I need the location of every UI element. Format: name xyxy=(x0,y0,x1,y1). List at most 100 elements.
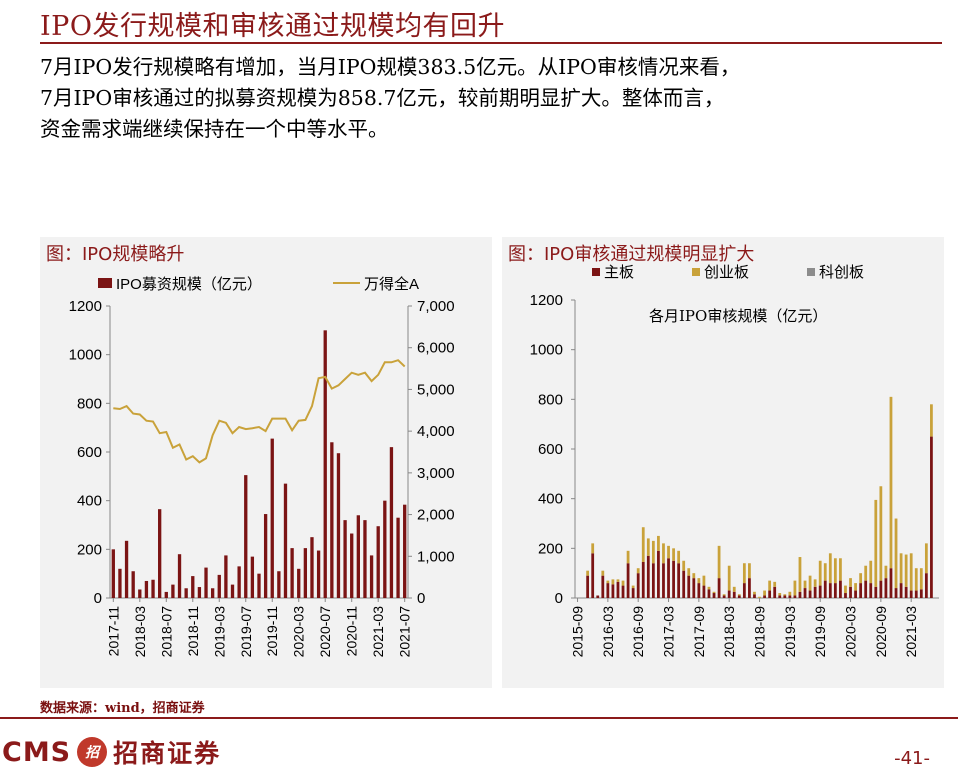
bar-segment xyxy=(813,579,817,587)
legend-label: 主板 xyxy=(604,263,634,281)
bar-ipo xyxy=(283,483,288,598)
x-tick-label: 2017-11 xyxy=(105,606,121,657)
bar-segment xyxy=(930,436,933,598)
y-tick-label-right: 5,000 xyxy=(417,381,455,398)
page-title: IPO发行规模和审核通过规模均有回升 xyxy=(40,11,505,42)
y-tick-label-right: 4,000 xyxy=(417,423,455,440)
bar-segment xyxy=(631,585,635,589)
bar-segment xyxy=(657,535,660,551)
legend-swatch-ipo xyxy=(98,278,112,288)
x-tick-label: 2019-03 xyxy=(211,606,227,658)
bar-ipo xyxy=(111,549,115,598)
x-tick-label: 2019-07 xyxy=(238,606,254,658)
bar-segment xyxy=(919,589,923,598)
y-tick-label: 200 xyxy=(538,540,563,557)
bar-segment xyxy=(601,575,605,598)
y-tick-label-left: 600 xyxy=(77,444,102,461)
bar-segment xyxy=(803,588,807,598)
x-tick-label: 2020-03 xyxy=(291,606,307,658)
bar-segment xyxy=(869,560,873,584)
bar-segment xyxy=(732,591,736,598)
bar-segment xyxy=(839,580,842,598)
summary-line: 资金需求端继续保持在一个中等水平。 xyxy=(40,117,389,141)
ipo-review-chart-panel: 图：IPO审核通过规模明显扩大 主板 创业板 科创板 各月IPO审核规模（亿元） 0 20… xyxy=(502,237,944,688)
bar-segment xyxy=(737,594,741,596)
x-tick-label: 2020-09 xyxy=(873,606,889,658)
x-tick-label: 2016-03 xyxy=(600,606,616,658)
title-divider xyxy=(40,42,942,44)
bar-segment xyxy=(753,591,756,595)
bar-segment xyxy=(778,595,782,598)
y-tick-label-right: 3,000 xyxy=(417,465,455,482)
bar-segment xyxy=(662,543,665,564)
bar-segment xyxy=(894,588,898,598)
bar-segment xyxy=(894,518,898,589)
bar-ipo xyxy=(244,475,248,598)
bar-ipo xyxy=(204,567,208,598)
bar-ipo xyxy=(250,556,255,598)
bar-segment xyxy=(768,590,772,598)
bar-segment xyxy=(631,588,635,598)
chart-title: 图：IPO规模略升 xyxy=(46,244,185,265)
bar-segment xyxy=(682,560,686,571)
bar-segment xyxy=(636,573,640,598)
bar-segment xyxy=(616,581,620,598)
bar-segment xyxy=(854,583,857,591)
bar-segment xyxy=(874,586,878,598)
bar-segment xyxy=(813,586,817,598)
y-tick-label-right: 7,000 xyxy=(417,298,455,315)
bar-segment xyxy=(899,553,903,584)
bar-ipo xyxy=(144,580,149,598)
bar-segment xyxy=(793,580,797,596)
bar-segment xyxy=(611,584,615,598)
legend-swatch xyxy=(807,268,815,276)
bar-ipo xyxy=(124,540,129,598)
bar-ipo xyxy=(230,584,235,598)
bar-segment xyxy=(844,585,847,594)
bar-segment xyxy=(803,580,807,589)
x-tick-label: 2019-11 xyxy=(264,606,280,657)
bar-ipo xyxy=(118,568,122,598)
bar-ipo xyxy=(270,438,274,598)
bar-segment xyxy=(859,573,863,584)
x-tick-label: 2016-09 xyxy=(630,606,646,658)
bar-segment xyxy=(914,568,918,591)
legend-label: 科创板 xyxy=(819,263,864,281)
bar-segment xyxy=(727,565,731,591)
x-tick-label: 2020-11 xyxy=(344,606,360,657)
bar-segment xyxy=(818,585,822,598)
bar-segment xyxy=(778,593,782,596)
bar-segment xyxy=(646,555,650,598)
bar-ipo xyxy=(164,591,168,598)
bar-segment xyxy=(748,578,751,598)
footer-divider xyxy=(0,717,958,719)
bar-segment xyxy=(636,568,640,574)
logo-chinese-name: 招商证券 xyxy=(113,739,222,768)
legend-swatch xyxy=(692,268,700,276)
bar-segment xyxy=(742,583,746,598)
ipo-size-chart-panel: 图：IPO规模略升 IPO募资规模（亿元） 万得全A 0 200 400 600 800 10… xyxy=(40,237,492,688)
bar-segment xyxy=(672,548,675,561)
x-tick-label: 2020-07 xyxy=(317,606,333,658)
bar-segment xyxy=(672,560,675,598)
x-tick-label: 2015-09 xyxy=(570,606,586,658)
bar-segment xyxy=(798,557,802,592)
bar-segment xyxy=(828,583,832,598)
bar-segment xyxy=(844,593,847,598)
bar-segment xyxy=(732,586,736,592)
bar-ipo xyxy=(224,555,228,598)
bar-segment xyxy=(919,568,923,590)
line-wind-all-a xyxy=(113,359,406,464)
bar-ipo xyxy=(369,555,374,598)
bar-segment xyxy=(692,578,696,598)
x-tick-label: 2019-09 xyxy=(812,606,828,658)
bar-segment xyxy=(702,575,706,586)
bar-segment xyxy=(884,565,888,579)
x-tick-label: 2018-07 xyxy=(158,606,174,658)
bar-ipo xyxy=(363,520,367,598)
x-tick-label: 2018-03 xyxy=(132,606,148,658)
bar-segment xyxy=(828,553,832,584)
bar-segment xyxy=(687,568,691,576)
bar-segment xyxy=(722,594,726,596)
bar-segment xyxy=(697,578,701,584)
